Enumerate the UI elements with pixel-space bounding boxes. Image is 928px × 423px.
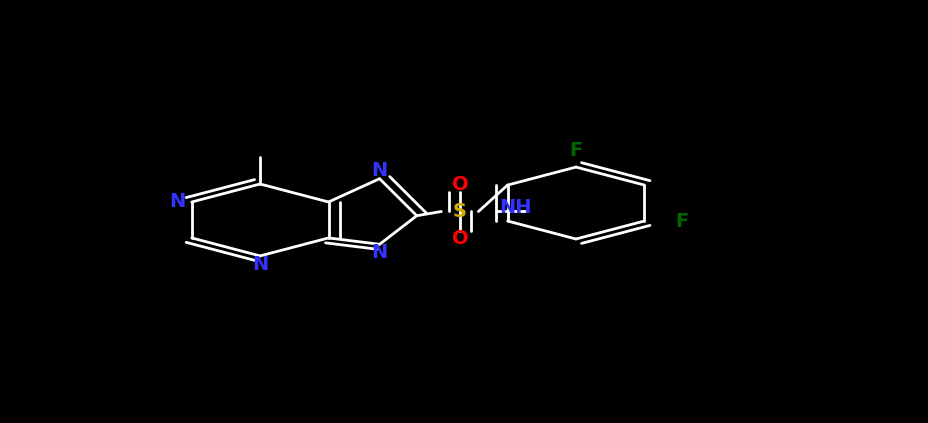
Text: N: N [170,192,186,212]
Text: S: S [452,202,467,221]
Text: F: F [674,212,688,231]
Text: N: N [371,161,387,180]
Text: NH: NH [499,198,531,217]
Text: O: O [451,175,468,193]
Text: O: O [451,230,468,248]
Text: N: N [371,243,387,262]
Text: N: N [251,255,268,274]
Text: F: F [569,141,582,159]
